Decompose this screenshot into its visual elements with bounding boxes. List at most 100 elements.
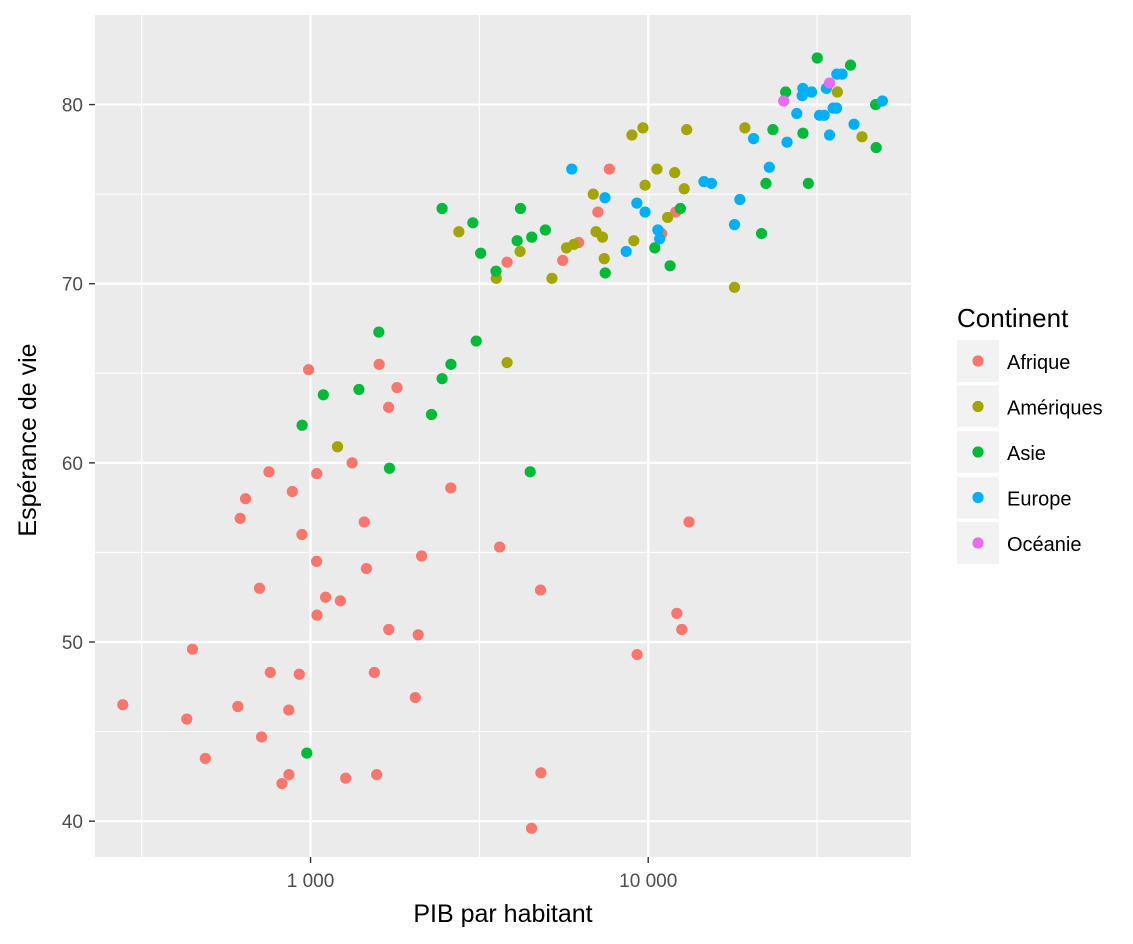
point-europe (639, 206, 651, 218)
point-ameriques (568, 238, 580, 250)
point-asie (436, 202, 448, 215)
point-afrique (592, 206, 604, 218)
point-afrique (319, 591, 332, 603)
point-afrique (358, 516, 370, 528)
legend-swatch-asie (972, 446, 984, 458)
point-afrique (239, 493, 252, 505)
point-ameriques (662, 211, 674, 224)
point-ameriques (639, 179, 651, 191)
point-afrique (283, 768, 295, 781)
point-afrique (340, 772, 352, 784)
point-afrique (117, 699, 129, 711)
point-europe (652, 224, 664, 236)
legend-items: Afrique Amériques Asie Europe Océanie (957, 340, 1103, 564)
point-asie (353, 383, 365, 396)
point-europe (806, 86, 818, 98)
legend-swatch-europe (972, 491, 984, 504)
legend-label-afrique: Afrique (1007, 352, 1070, 374)
point-afrique (383, 401, 395, 413)
point-afrique (683, 516, 695, 528)
point-ameriques (514, 245, 526, 258)
point-asie (301, 747, 313, 759)
point-oceanie (823, 77, 836, 89)
point-asie (511, 235, 523, 247)
point-asie (296, 419, 308, 431)
point-asie (674, 202, 686, 215)
minor-gridlines (95, 15, 911, 857)
point-afrique (371, 768, 383, 781)
point-europe (836, 68, 848, 80)
x-axis-title: PIB par habitant (413, 900, 592, 928)
legend-swatch-ameriques (972, 400, 984, 413)
point-asie (383, 462, 396, 474)
y-axis-tick-labels: 40 50 60 70 80 (62, 96, 83, 834)
point-afrique (303, 364, 315, 376)
point-afrique (263, 466, 275, 478)
point-afrique (232, 700, 244, 713)
point-asie (664, 260, 676, 272)
plot-panel (95, 15, 911, 857)
point-afrique (391, 382, 403, 394)
point-afrique (311, 468, 323, 480)
y-tick-label: 80 (62, 96, 83, 117)
point-afrique (535, 767, 547, 779)
legend-label-europe: Europe (1007, 489, 1072, 511)
point-europe (728, 219, 741, 231)
point-afrique (255, 731, 268, 743)
point-ameriques (831, 86, 843, 98)
point-oceanie (778, 95, 790, 107)
point-afrique (383, 623, 395, 636)
point-afrique (501, 256, 513, 268)
point-europe (734, 193, 746, 206)
point-afrique (311, 609, 323, 621)
point-afrique (412, 629, 424, 641)
data-points (117, 52, 888, 834)
point-europe (830, 102, 843, 114)
point-afrique (603, 163, 615, 175)
point-afrique (253, 582, 266, 594)
point-europe (654, 233, 666, 245)
point-afrique (199, 752, 211, 765)
point-asie (514, 202, 527, 215)
x-tick-label: 10 000 (619, 871, 677, 892)
point-afrique (296, 528, 308, 541)
point-asie (526, 231, 538, 243)
point-ameriques (651, 163, 663, 175)
point-afrique (676, 623, 688, 636)
point-asie (490, 265, 502, 277)
point-asie (649, 242, 661, 254)
point-ameriques (681, 124, 693, 136)
point-europe (876, 95, 888, 107)
point-afrique (671, 607, 683, 619)
point-asie (760, 177, 772, 189)
legend-label-asie: Asie (1007, 443, 1046, 465)
point-ameriques (678, 183, 690, 195)
point-europe (747, 133, 760, 145)
point-asie (317, 389, 329, 401)
point-afrique (283, 704, 295, 716)
y-tick-label: 40 (62, 812, 83, 833)
point-europe (823, 129, 836, 141)
point-europe (818, 109, 830, 121)
point-afrique (346, 457, 358, 469)
point-ameriques (453, 226, 465, 238)
point-asie (870, 141, 882, 154)
point-afrique (525, 822, 538, 834)
point-asie (755, 227, 768, 240)
point-afrique (360, 562, 373, 575)
point-asie (802, 177, 814, 189)
point-asie (811, 52, 823, 64)
legend-label-oceanie: Océanie (1007, 534, 1082, 556)
point-afrique (373, 358, 385, 370)
point-afrique (445, 482, 457, 494)
point-afrique (409, 691, 421, 704)
point-asie (373, 326, 385, 338)
point-afrique (534, 584, 547, 596)
point-ameriques (546, 272, 558, 284)
point-ameriques (501, 356, 513, 369)
x-axis-tick-labels: 1 000 10 000 (287, 871, 678, 892)
point-asie (844, 59, 857, 71)
legend-swatch-afrique (972, 355, 984, 367)
point-ameriques (596, 231, 609, 243)
